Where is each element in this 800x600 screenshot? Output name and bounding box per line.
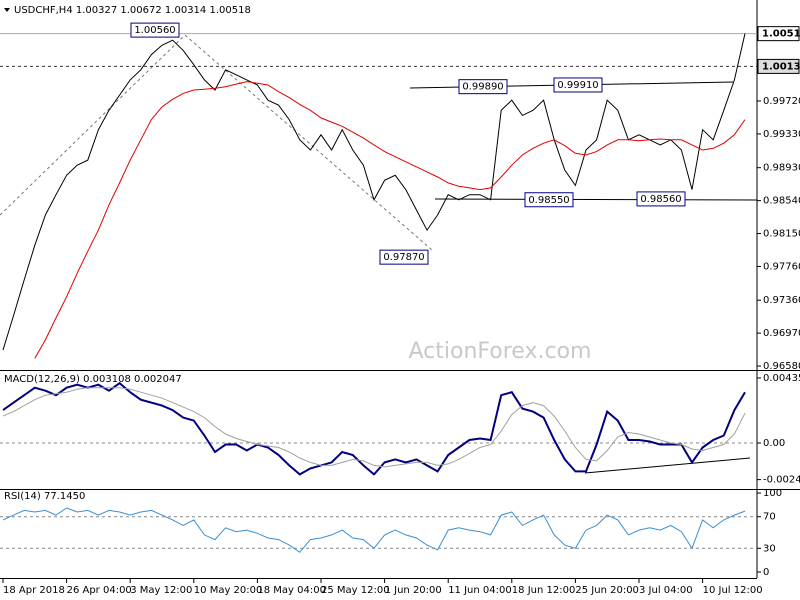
x-tick-label: 10 Jul 12:00 <box>703 585 763 596</box>
trend-line <box>0 34 186 216</box>
x-tick-label: 10 May 20:00 <box>194 585 263 596</box>
x-tick-label: 18 May 04:00 <box>257 585 326 596</box>
y-tick-label: -0.002448 <box>763 475 800 486</box>
x-tick-label: 3 Jul 04:00 <box>639 585 693 596</box>
series-line <box>2 507 746 553</box>
annotation-box <box>458 79 508 95</box>
watermark: ActionForex.com <box>409 339 592 364</box>
y-tick-label: 0.004351 <box>763 373 800 384</box>
rsi-title: RSI(14) 77.1450 <box>4 491 85 502</box>
price-level-box <box>757 58 800 74</box>
annotation-label: 0.99910 <box>557 80 598 91</box>
macd-trend-line <box>584 457 751 474</box>
annotation-box <box>379 249 429 265</box>
x-tick-label: 18 Apr 2018 <box>3 585 65 596</box>
series-line <box>2 387 746 468</box>
annotation-box <box>553 77 603 93</box>
y-tick-label: 30 <box>763 543 776 554</box>
chart-title: USDCHF,H4 1.00327 1.00672 1.00314 1.0051… <box>14 5 251 16</box>
price-level-label: 1.00130 <box>762 61 800 72</box>
annotation-label: 0.97870 <box>383 252 424 263</box>
x-tick-label: 1 Jun 20:00 <box>385 585 442 596</box>
y-tick-label: 0.96580 <box>763 361 800 372</box>
macd-title: MACD(12,26,9) 0.003108 0.002047 <box>4 374 182 385</box>
y-tick-label: 70 <box>763 512 776 523</box>
annotation-box <box>636 191 686 207</box>
title-marker <box>4 8 10 12</box>
price-level-box <box>757 26 800 42</box>
x-tick-label: 26 Apr 04:00 <box>67 585 132 596</box>
y-tick-label: 0.00 <box>763 438 785 449</box>
annotation-box <box>130 22 180 38</box>
trend-line <box>184 34 433 251</box>
x-tick-label: 25 Jun 20:00 <box>575 585 639 596</box>
y-tick-label: 0 <box>763 567 769 578</box>
series-line <box>34 81 746 359</box>
x-tick-label: 25 May 12:00 <box>321 585 390 596</box>
annotation-label: 0.99890 <box>462 82 503 93</box>
x-tick-label: 18 Jun 12:00 <box>512 585 576 596</box>
y-tick-label: 100 <box>763 488 782 499</box>
price-level-label: 1.00518 <box>762 29 800 40</box>
annotation-box <box>524 192 574 208</box>
annotation-label: 0.98550 <box>528 195 569 206</box>
x-tick-label: 3 May 12:00 <box>130 585 192 596</box>
annotation-label: 0.98560 <box>640 194 681 205</box>
x-tick-label: 11 Jun 04:00 <box>448 585 512 596</box>
annotation-label: 1.00560 <box>134 25 175 36</box>
series-line <box>2 33 746 351</box>
